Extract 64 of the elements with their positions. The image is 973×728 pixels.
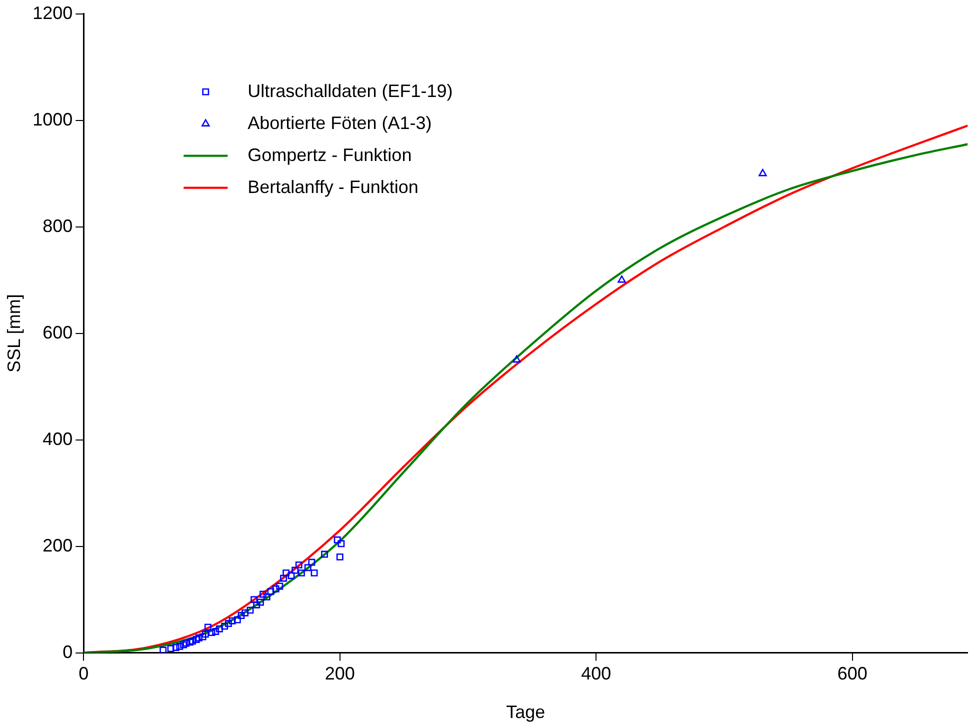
point [295, 561, 302, 568]
point [202, 630, 209, 638]
point [182, 640, 190, 647]
y-tick-label: 600 [42, 322, 73, 342]
legend-label: Ultraschalldaten (EF1-19) [248, 80, 453, 101]
y-tick-label: 200 [42, 535, 73, 556]
x-tick-label: 200 [324, 664, 355, 684]
point [208, 629, 216, 636]
point [221, 622, 228, 630]
point [160, 646, 167, 653]
point [260, 590, 266, 598]
point [298, 569, 305, 576]
point [172, 644, 180, 651]
x-tick-label: 400 [581, 664, 612, 684]
x-tick-label: 0 [78, 664, 89, 684]
point [216, 625, 223, 632]
point [204, 624, 212, 631]
point [212, 628, 220, 635]
point [308, 558, 316, 566]
point [276, 582, 284, 590]
point [267, 588, 274, 596]
legend-label: Gompertz - Funktion [248, 144, 412, 165]
point [242, 609, 249, 616]
point [246, 606, 254, 614]
point [321, 550, 328, 558]
point [199, 633, 206, 640]
point [176, 642, 184, 650]
y-tick-label: 1200 [32, 2, 73, 23]
y-tick-label: 0 [62, 642, 73, 662]
point [304, 564, 312, 572]
y-axis-title: SSL [mm] [4, 294, 24, 372]
y-tick-label: 1000 [32, 109, 73, 130]
point [272, 585, 280, 592]
point [288, 572, 295, 580]
y-tick-label: 800 [42, 216, 73, 236]
point [224, 620, 232, 627]
point [192, 636, 200, 643]
point [758, 168, 767, 176]
point [292, 566, 299, 574]
point [238, 612, 245, 620]
point [189, 638, 196, 645]
point [253, 601, 260, 608]
point [336, 553, 344, 560]
point [282, 569, 290, 576]
point [167, 645, 174, 652]
x-axis-title: Tage [506, 702, 546, 722]
x-tick-label: 600 [837, 664, 868, 684]
legend-label: Bertalanffy - Funktion [248, 176, 418, 197]
point [228, 617, 236, 624]
point [263, 593, 270, 600]
y-tick-label: 400 [42, 428, 73, 449]
point [338, 540, 345, 548]
point [180, 641, 188, 648]
point [195, 634, 202, 642]
point [186, 638, 194, 646]
point [334, 536, 341, 544]
point [234, 616, 241, 624]
point [250, 596, 258, 604]
point [256, 598, 264, 606]
point [512, 355, 521, 363]
point [280, 574, 287, 582]
legend-label: Abortierte Föten (A1-3) [248, 112, 432, 133]
point [310, 569, 318, 576]
point [618, 275, 626, 283]
